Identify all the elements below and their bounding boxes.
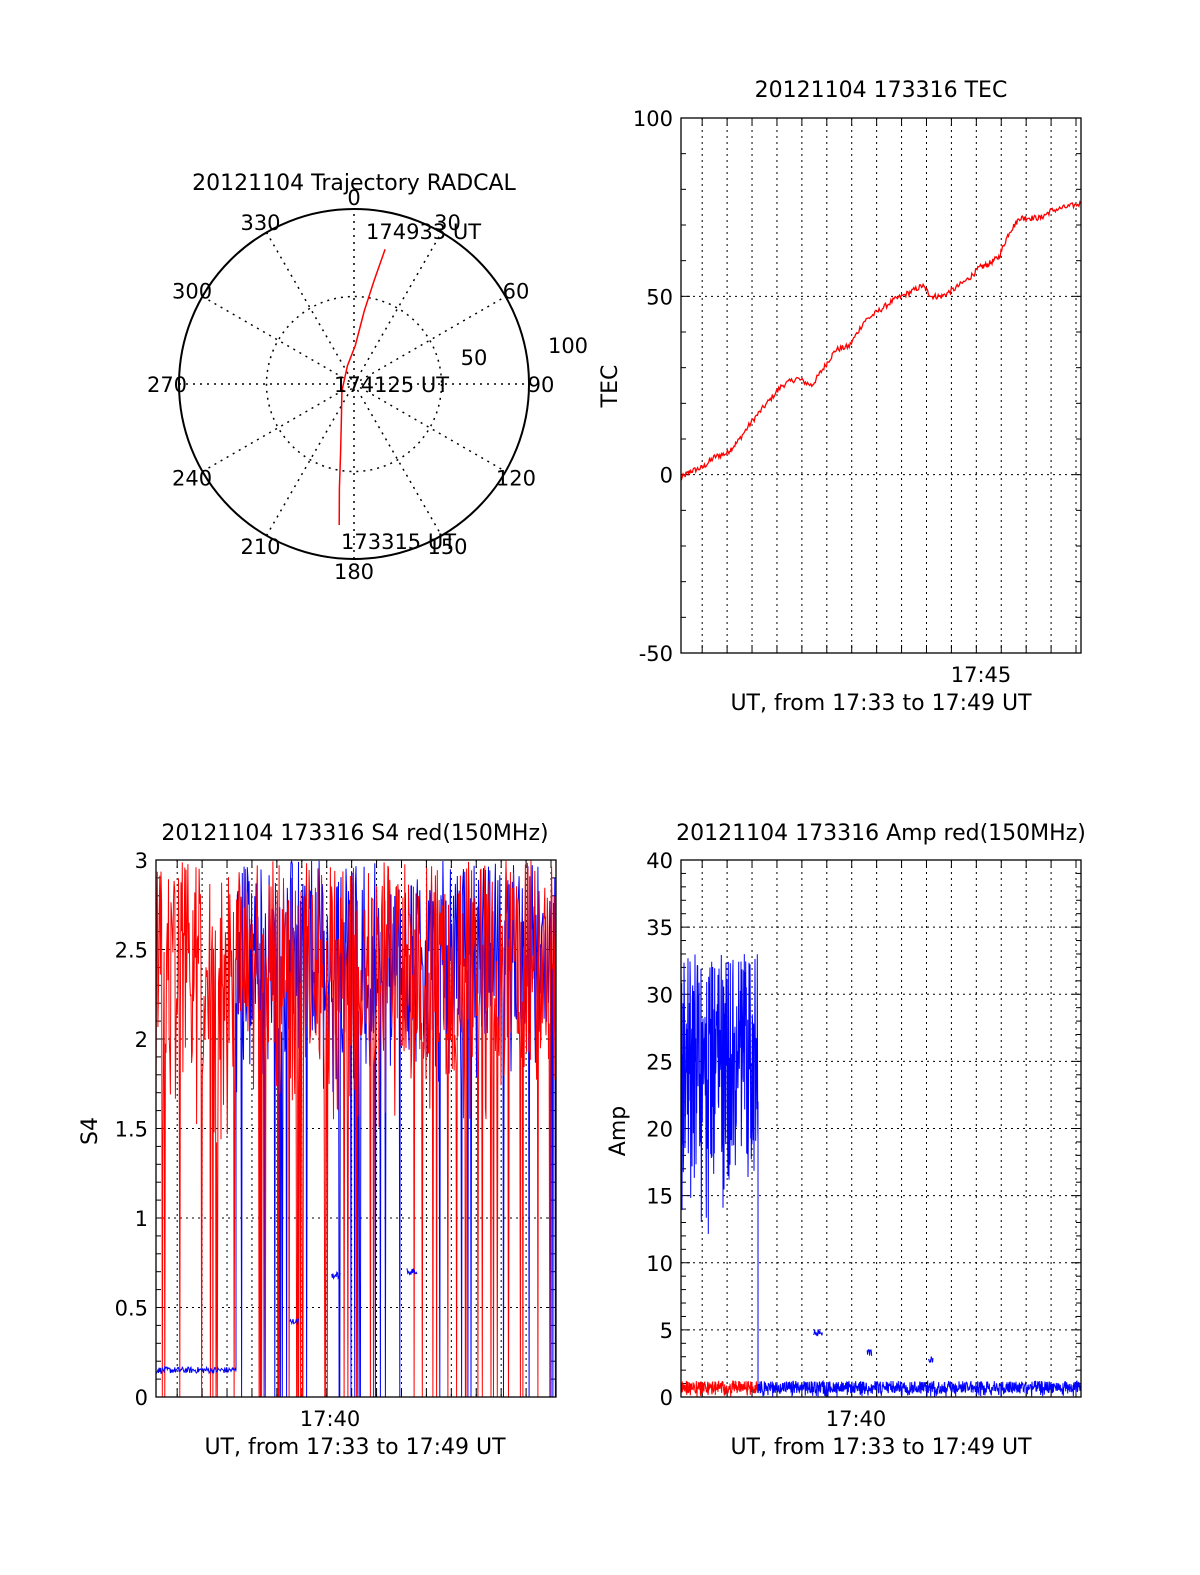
- amp-y-tick-label: 20: [646, 1118, 673, 1142]
- tec-x-axis-label: UT, from 17:33 to 17:49 UT: [730, 691, 1032, 716]
- polar-angle-label: 0: [347, 186, 360, 210]
- tec-series-line: [680, 200, 1082, 481]
- amp-segment-red: [680, 1380, 759, 1397]
- s4-y-axis-label: S4: [78, 1117, 103, 1145]
- polar-radius-label-50: 50: [461, 346, 488, 370]
- amp-y-tick-label: 5: [660, 1319, 673, 1343]
- s4-frame: [155, 859, 557, 1398]
- polar-angle-label: 150: [427, 535, 467, 559]
- amp-segment-blue: [928, 1356, 934, 1363]
- s4-x-tick-label: 17:40: [300, 1407, 361, 1431]
- s4-segment-blue: [289, 1317, 300, 1326]
- amp-y-tick-label: 35: [646, 916, 673, 940]
- amp-series: [680, 954, 1082, 1398]
- amp-x-axis-label: UT, from 17:33 to 17:49 UT: [730, 1435, 1032, 1460]
- polar-angle-label: 180: [334, 560, 374, 584]
- s4-y-tick-labels: 0 0.5 1 1.5 2 2.5 3: [115, 849, 148, 1410]
- polar-angle-label: 60: [503, 280, 530, 304]
- polar-grid: [179, 209, 529, 559]
- amp-y-tick-label: 25: [646, 1050, 673, 1074]
- s4-segment-red: [155, 862, 237, 1398]
- polar-angle-label: 300: [172, 280, 212, 304]
- s4-y-tick-label: 0: [135, 1386, 148, 1410]
- tec-frame: [680, 117, 1082, 654]
- amp-title: 20121104 173316 Amp red(150MHz): [676, 821, 1086, 846]
- trajectory-start-label: 173315 UT: [341, 530, 456, 554]
- amp-y-tick-label: 40: [646, 849, 673, 873]
- tec-x-tick-label: 17:45: [951, 663, 1012, 687]
- amp-segment-blue: [757, 1379, 1082, 1398]
- tec-y-tick-label: 0: [660, 464, 673, 488]
- s4-segment-blue: [331, 1271, 341, 1280]
- amp-y-tick-label: 30: [646, 983, 673, 1007]
- s4-y-tick-label: 0.5: [115, 1297, 148, 1321]
- polar-angle-label: 30: [434, 211, 461, 235]
- trajectory-end-label: 174933 UT: [366, 220, 481, 244]
- amp-segment-blue: [866, 1348, 873, 1356]
- amp-y-tick-labels: 0 5 10 15 20 25 30 35 40: [646, 849, 673, 1410]
- s4-y-tick-label: 2: [135, 1028, 148, 1052]
- amp-x-tick-label: 17:40: [826, 1407, 887, 1431]
- polar-angle-label: 90: [528, 373, 555, 397]
- polar-angle-labels: 0 30 60 90 120 150 180 210 240 270 300 330: [147, 186, 554, 584]
- trajectory-title: 20121104 Trajectory RADCAL: [192, 171, 516, 196]
- polar-angle-label: 120: [496, 467, 536, 491]
- s4-y-tick-label: 1.5: [115, 1118, 148, 1142]
- s4-segment-red: [235, 860, 557, 1398]
- amp-frame: [680, 859, 1082, 1398]
- s4-segment-blue: [155, 1365, 237, 1375]
- s4-y-tick-label: 1: [135, 1207, 148, 1231]
- s4-plot: 20121104 173316 S4 red(150MHz) 0 0.5 1 1.5 2…: [78, 821, 557, 1460]
- tec-y-tick-label: -50: [639, 642, 673, 666]
- amp-y-tick-label: 10: [646, 1252, 673, 1276]
- polar-angle-label: 240: [172, 467, 212, 491]
- s4-x-axis-label: UT, from 17:33 to 17:49 UT: [204, 1435, 506, 1460]
- amp-plot: 20121104 173316 Amp red(150MHz) 0 5 10 15 20…: [606, 821, 1086, 1460]
- tec-grid: [681, 117, 1081, 654]
- polar-radius-label-100: 100: [548, 334, 588, 358]
- tec-y-tick-labels: -50 0 50 100: [633, 107, 673, 666]
- amp-y-tick-label: 0: [660, 1386, 673, 1410]
- amp-y-axis-label: Amp: [606, 1106, 631, 1156]
- trajectory-track-line: [338, 249, 386, 526]
- tec-y-axis-label: TEC: [598, 365, 623, 409]
- s4-segment-blue: [406, 1268, 418, 1276]
- polar-outer-circle: [178, 208, 530, 560]
- polar-grid-spoke: [265, 232, 443, 536]
- polar-angle-label: 270: [147, 373, 187, 397]
- amp-y-tick-label: 15: [646, 1185, 673, 1209]
- tec-plot: 20121104 173316 TEC -50 0 50 100 17:45 UT, …: [598, 78, 1082, 716]
- polar-grid-circle: [265, 295, 443, 473]
- tec-title: 20121104 173316 TEC: [755, 78, 1008, 103]
- polar-angle-label: 210: [240, 535, 280, 559]
- amp-segment-blue: [680, 954, 759, 1234]
- tec-y-tick-label: 50: [646, 285, 673, 309]
- s4-y-tick-label: 2.5: [115, 939, 148, 963]
- s4-y-tick-label: 3: [135, 849, 148, 873]
- amp-segment-blue: [813, 1329, 823, 1337]
- trajectory-mid-label: 174125 UT: [334, 373, 449, 397]
- s4-title: 20121104 173316 S4 red(150MHz): [161, 821, 548, 846]
- trajectory-polar-plot: 20121104 Trajectory RADCAL 0 30 60 90 120 150…: [147, 171, 588, 584]
- tec-y-tick-label: 100: [633, 107, 673, 131]
- s4-series: [155, 860, 557, 1398]
- polar-angle-label: 330: [240, 211, 280, 235]
